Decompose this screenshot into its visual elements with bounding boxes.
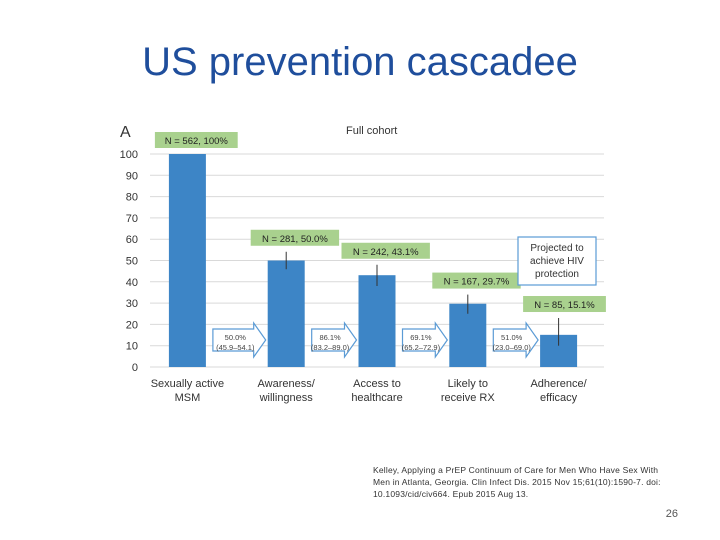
transition-percent: 86.1% <box>319 333 341 342</box>
transition-ci: (65.2–72.9) <box>402 343 441 352</box>
y-tick-label: 20 <box>126 319 138 331</box>
transition-arrow <box>492 321 539 359</box>
category-label: efficacy <box>540 392 578 404</box>
page-number: 26 <box>665 508 678 520</box>
annotation-text: Projected to <box>530 243 584 254</box>
y-tick-label: 80 <box>126 192 138 204</box>
bar-label-box <box>341 242 430 259</box>
category-label: healthcare <box>351 392 402 404</box>
bar-label: N = 242, 43.1% <box>353 247 419 258</box>
category-label: Access to <box>353 378 401 390</box>
slide-title: US prevention cascadee <box>142 40 578 84</box>
category-label: Sexually active <box>151 378 224 390</box>
chart-title: Full cohort <box>346 125 397 137</box>
category-label: Awareness/ <box>258 378 316 390</box>
y-tick-label: 0 <box>132 362 138 374</box>
transition-ci: (83.2–89.0) <box>311 343 350 352</box>
transition-ci: (23.0–69.0) <box>493 343 532 352</box>
bar-label: N = 281, 50.0% <box>262 234 328 245</box>
bar <box>267 260 305 367</box>
bar-label-box <box>250 229 340 246</box>
bar-label-box <box>523 296 606 313</box>
y-tick-label: 90 <box>126 170 138 182</box>
cascade-bar-chart: A Full cohort 0 10 20 30 40 50 60 70 80 90 100 N = 56… <box>120 124 606 404</box>
bar-label-box <box>154 132 238 148</box>
annotation-box <box>517 236 597 286</box>
bar-label-box <box>432 272 521 289</box>
bar <box>168 154 206 367</box>
y-tick-label: 30 <box>126 298 138 310</box>
transition-percent: 69.1% <box>410 333 432 342</box>
transition-ci: (45.9–54.1) <box>216 343 255 352</box>
annotation-text: protection <box>535 269 579 280</box>
y-tick-label: 10 <box>126 341 138 353</box>
bar-label: N = 85, 15.1% <box>534 300 595 311</box>
annotation-text: achieve HIV <box>530 256 584 267</box>
transition-arrow <box>311 321 358 359</box>
bar <box>358 275 396 367</box>
transition-arrow <box>401 321 449 359</box>
y-tick-label: 50 <box>126 256 138 268</box>
bar-label: N = 167, 29.7% <box>444 277 510 288</box>
category-label: Likely to <box>448 378 488 390</box>
category-label: MSM <box>175 392 201 404</box>
category-label: Adherence/ <box>530 378 587 390</box>
y-tick-label: 40 <box>126 277 138 289</box>
citation-text: Kelley, Applying a PrEP Continuum of Car… <box>373 465 661 499</box>
bar <box>449 303 487 367</box>
bar-label: N = 562, 100% <box>165 136 229 147</box>
y-tick-label: 60 <box>126 234 138 246</box>
transition-arrow <box>212 321 267 359</box>
panel-label: A <box>120 124 131 141</box>
category-label: willingness <box>259 392 314 404</box>
y-tick-label: 100 <box>120 149 138 161</box>
transition-percent: 50.0% <box>225 333 247 342</box>
y-tick-label: 70 <box>126 213 138 225</box>
category-label: receive RX <box>441 392 495 404</box>
transition-percent: 51.0% <box>501 333 523 342</box>
